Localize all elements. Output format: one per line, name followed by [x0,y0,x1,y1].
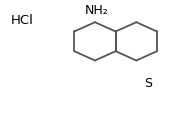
Text: HCl: HCl [11,14,34,27]
Text: NH₂: NH₂ [85,4,109,17]
Text: S: S [145,76,152,89]
